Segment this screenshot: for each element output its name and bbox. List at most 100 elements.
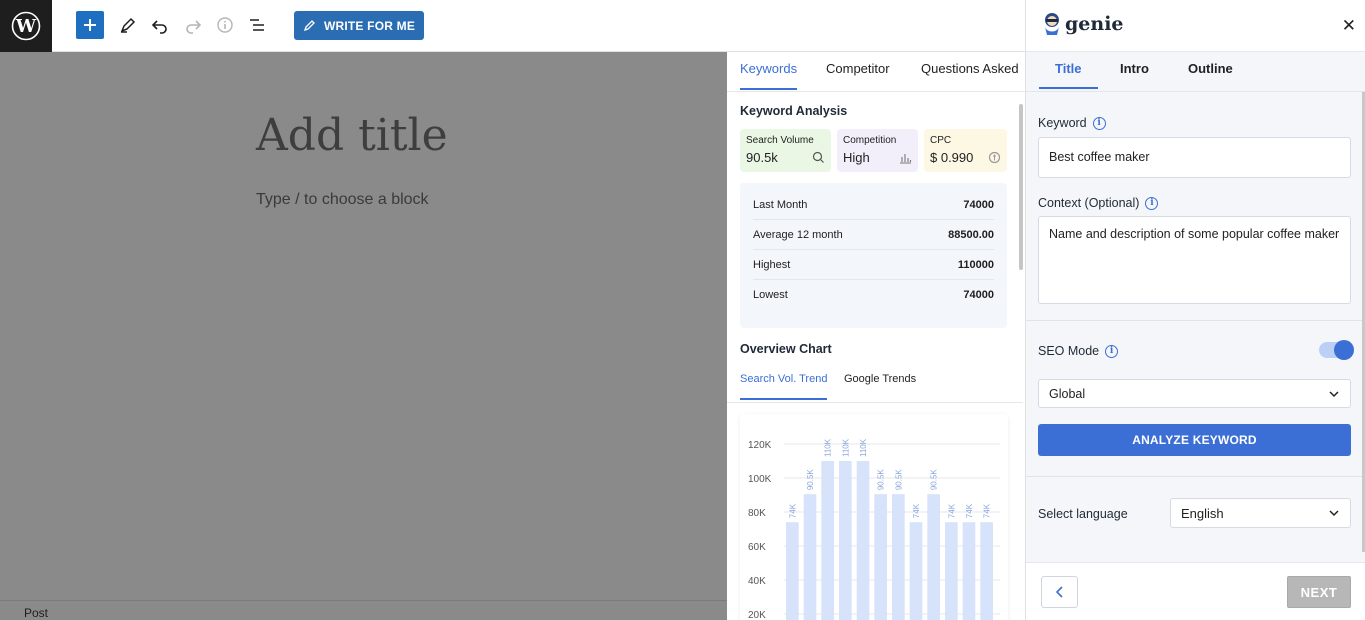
competition-label: Competition: [843, 135, 897, 146]
bar-data-label: 74K: [965, 503, 974, 518]
breadcrumb-post[interactable]: Post: [24, 606, 49, 620]
next-button[interactable]: NEXT: [1287, 576, 1351, 608]
undo-button[interactable]: [146, 11, 174, 39]
write-for-me-label: WRITE FOR ME: [323, 18, 416, 33]
pen-icon: [303, 20, 315, 32]
stat-value: 74000: [963, 289, 994, 301]
pencil-icon: [120, 17, 136, 33]
genie-mascot-icon: [1045, 13, 1059, 35]
bar-data-label: 74K: [912, 503, 921, 518]
chevron-down-icon: [1329, 510, 1339, 517]
stat-value: 74000: [963, 198, 994, 211]
cpc-value: $ 0.990: [930, 150, 974, 165]
genie-scrollbar[interactable]: [1362, 92, 1365, 552]
stat-row-lowest: Lowest 74000: [753, 280, 994, 310]
bar-data-label: 74K: [788, 503, 797, 518]
competition-value: High: [843, 150, 870, 165]
y-tick-label: 60K: [748, 542, 766, 553]
post-title-placeholder[interactable]: Add title: [256, 110, 448, 161]
search-volume-label: Search Volume: [746, 135, 814, 146]
seo-mode-toggle[interactable]: [1319, 340, 1354, 360]
chart-bar: [821, 461, 834, 620]
tab-outline[interactable]: Outline: [1188, 61, 1233, 76]
tab-keywords[interactable]: Keywords: [740, 61, 798, 90]
stat-label: Lowest: [753, 289, 788, 301]
redo-icon: [186, 20, 202, 34]
overview-chart-heading: Overview Chart: [740, 342, 832, 356]
bar-chart-icon: [900, 154, 912, 164]
editor-toolbar: W WRITE FOR ME: [0, 0, 1025, 52]
bar-data-label: 74K: [983, 503, 992, 518]
tab-questions-asked[interactable]: Questions Asked: [921, 61, 1019, 76]
details-button[interactable]: [211, 11, 239, 39]
stat-value: 110000: [957, 258, 994, 271]
keyword-analysis-heading: Keyword Analysis: [740, 104, 848, 118]
write-for-me-button[interactable]: WRITE FOR ME: [294, 11, 424, 40]
chart-bar: [803, 494, 817, 620]
search-volume-card: Search Volume 90.5k: [740, 129, 831, 172]
genie-logo-text: genie: [1065, 13, 1124, 35]
keyword-label-text: Keyword: [1038, 116, 1087, 130]
seo-region-select[interactable]: Global: [1038, 379, 1351, 408]
chevron-down-icon: [1329, 391, 1339, 398]
divider: [1026, 320, 1365, 321]
keyword-field-label: Keyword i: [1038, 116, 1106, 130]
info-circle-icon: [217, 17, 233, 33]
genie-footer: NEXT: [1026, 562, 1365, 620]
bar-data-label: 90.5K: [930, 469, 939, 491]
keyword-panel: Keywords Competitor Questions Asked Keyw…: [727, 52, 1025, 620]
cpc-card: CPC $ 0.990: [924, 129, 1007, 172]
keyword-stats-table: Last Month 74000 Average 12 month 88500.…: [740, 183, 1007, 328]
context-field-label: Context (Optional) i: [1038, 196, 1159, 210]
bar-data-label: 110K: [824, 438, 833, 457]
tab-title[interactable]: Title: [1039, 61, 1098, 89]
search-volume-value: 90.5k: [746, 150, 778, 165]
y-tick-label: 40K: [748, 576, 766, 587]
wordpress-logo-icon[interactable]: W: [0, 0, 52, 52]
tab-google-trends[interactable]: Google Trends: [844, 373, 917, 385]
competition-card: Competition High: [837, 129, 918, 172]
language-select[interactable]: English: [1170, 498, 1351, 528]
tab-intro[interactable]: Intro: [1120, 61, 1149, 76]
edit-tools-button[interactable]: [114, 11, 142, 39]
info-icon[interactable]: i: [1092, 116, 1106, 130]
genie-sidebar: genie ✕ Title Intro Outline Keyword i Be…: [1025, 0, 1365, 620]
search-volume-chart: 120K 100K 80K 60K 40K 20K 74K 90.5K 110K 110K 110K…: [740, 414, 1008, 620]
keyword-panel-scrollbar[interactable]: [1019, 104, 1023, 270]
editor-footer: Post: [0, 600, 727, 620]
info-icon[interactable]: i: [1145, 196, 1159, 210]
stat-row-last-month: Last Month 74000: [753, 190, 994, 220]
document-overview-button[interactable]: [243, 11, 271, 39]
analyze-keyword-button[interactable]: ANALYZE KEYWORD: [1038, 424, 1351, 456]
close-icon[interactable]: ✕: [1341, 16, 1356, 35]
stat-row-average: Average 12 month 88500.00: [753, 220, 994, 250]
language-label-text: Select language: [1038, 507, 1128, 521]
chart-bar: [786, 522, 799, 620]
cpc-label: CPC: [930, 135, 952, 146]
chart-bar: [909, 522, 923, 620]
back-button[interactable]: [1041, 576, 1078, 608]
chart-bar: [856, 461, 870, 620]
bar-data-label: 90.5K: [806, 469, 815, 491]
bar-data-label: 74K: [947, 503, 956, 518]
block-appender-hint[interactable]: Type / to choose a block: [256, 191, 429, 208]
language-value: English: [1181, 506, 1224, 521]
y-tick-label: 120K: [748, 440, 772, 451]
keyword-input[interactable]: Best coffee maker: [1038, 137, 1351, 178]
tab-competitor[interactable]: Competitor: [826, 61, 890, 76]
bar-data-label: 110K: [859, 438, 868, 457]
info-icon[interactable]: i: [1105, 344, 1119, 358]
list-view-icon: [250, 19, 264, 31]
bar-data-label: 90.5K: [894, 469, 903, 491]
chart-tabs: Search Vol. Trend Google Trends: [727, 364, 1023, 403]
stat-row-highest: Highest 110000: [753, 250, 994, 280]
stat-label: Highest: [753, 258, 791, 271]
genie-logo: genie: [1041, 11, 1124, 37]
tab-search-vol-trend[interactable]: Search Vol. Trend: [740, 373, 828, 400]
editor-canvas: Add title Type / to choose a block: [0, 52, 727, 600]
chart-bar: [839, 461, 852, 620]
add-block-button[interactable]: [76, 11, 104, 39]
context-textarea[interactable]: Name and description of some popular cof…: [1038, 216, 1351, 304]
redo-button[interactable]: [179, 11, 207, 39]
chart-bar: [874, 494, 887, 620]
